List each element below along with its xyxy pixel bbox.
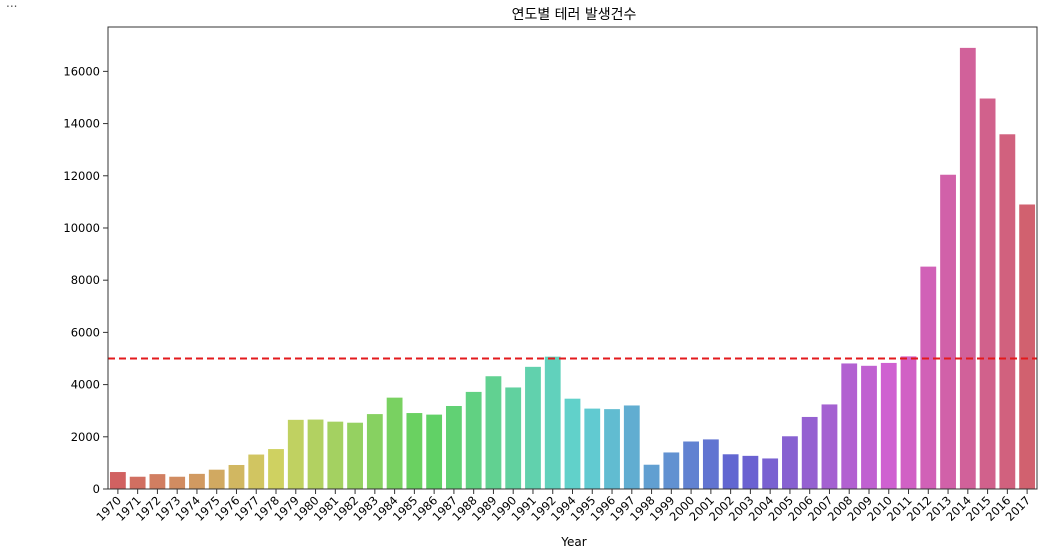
bar-1986 xyxy=(426,414,443,489)
bar-1982 xyxy=(347,422,363,489)
bar-1980 xyxy=(307,419,324,489)
y-tick-label: 4000 xyxy=(71,378,100,392)
y-tick-label: 14000 xyxy=(63,117,100,131)
bar-2003 xyxy=(742,455,759,489)
y-tick-label: 12000 xyxy=(63,169,100,183)
bar-2014 xyxy=(959,47,976,490)
bar-1988 xyxy=(465,391,482,489)
x-axis-label: Year xyxy=(560,535,586,548)
bar-2005 xyxy=(782,436,798,489)
plot-frame xyxy=(107,26,1038,490)
bar-2012 xyxy=(920,266,937,489)
bar-2016 xyxy=(999,134,1016,490)
y-tick-label: 6000 xyxy=(71,325,100,339)
bar-1983 xyxy=(366,414,383,489)
bar-1996 xyxy=(604,409,620,489)
bars-group xyxy=(109,47,1036,490)
bar-1990 xyxy=(505,387,522,489)
bar-1987 xyxy=(445,405,462,489)
bar-1971 xyxy=(129,476,146,489)
bar-1992 xyxy=(544,356,561,489)
x-axis: 1970197119721973197419751976197719781979… xyxy=(93,489,1033,524)
bar-1970 xyxy=(109,472,126,489)
bar-2007 xyxy=(821,404,838,489)
bar-2001 xyxy=(702,439,719,489)
y-tick-label: 16000 xyxy=(63,64,100,78)
y-tick-label: 8000 xyxy=(71,273,100,287)
bar-2004 xyxy=(762,458,779,489)
bar-2013 xyxy=(940,174,956,489)
bar-1994 xyxy=(564,398,581,489)
bar-2000 xyxy=(683,441,700,489)
bar-2002 xyxy=(722,454,739,489)
chart-title: 연도별 테러 발생건수 xyxy=(512,7,637,23)
bar-1977 xyxy=(248,454,265,489)
bar-1981 xyxy=(327,421,344,489)
bar-1979 xyxy=(287,419,304,489)
bar-2008 xyxy=(841,363,858,489)
bar-2010 xyxy=(880,362,897,489)
bar-2009 xyxy=(861,365,877,489)
y-axis: 0 2000 4000 6000 8000 10000 12000 14000 16000 xyxy=(63,64,108,496)
bar-1991 xyxy=(525,366,541,489)
bar-1984 xyxy=(386,397,403,489)
bar-1978 xyxy=(268,449,284,489)
bar-1974 xyxy=(189,473,205,489)
bar-1985 xyxy=(406,413,423,489)
bar-1999 xyxy=(663,452,680,489)
bar-1976 xyxy=(228,464,245,489)
bar-2011 xyxy=(900,356,917,489)
bar-1995 xyxy=(584,408,601,489)
bar-2015 xyxy=(979,98,996,489)
bar-1997 xyxy=(623,405,640,489)
bar-1998 xyxy=(643,464,660,489)
bar-2006 xyxy=(801,416,818,489)
y-tick-label: 10000 xyxy=(63,221,100,235)
bar-1972 xyxy=(149,474,166,489)
bar-2017 xyxy=(1019,204,1036,490)
bar-1973 xyxy=(169,476,186,489)
output-prompt-ellipsis: ... xyxy=(6,0,18,10)
y-tick-label: 0 xyxy=(93,482,100,496)
bar-1975 xyxy=(208,469,225,489)
y-tick-label: 2000 xyxy=(71,430,100,444)
bar-1989 xyxy=(485,376,502,489)
